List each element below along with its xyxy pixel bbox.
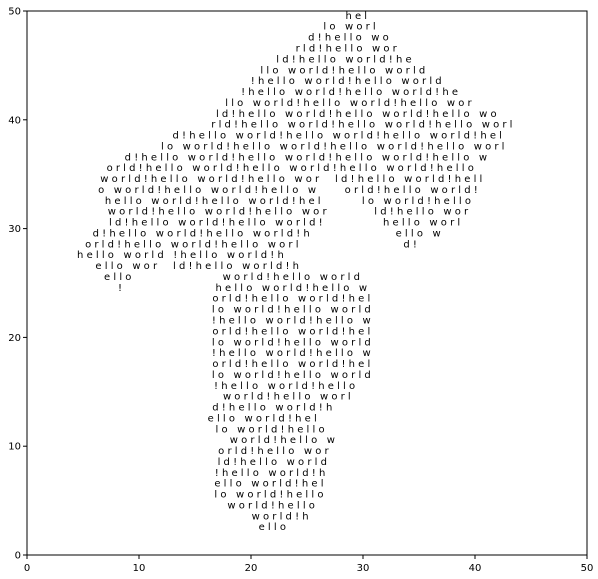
y-axis: 0 10 20 30 40 50 (8, 7, 27, 562)
y-tick-label: 30 (8, 224, 21, 235)
text-line: o r l d ! h e l l o w o r l d ! h e l (212, 359, 370, 370)
text-line: d ! h e l l o w o r l d ! h e l l o w o … (125, 152, 487, 163)
y-tick-label: 10 (8, 442, 21, 453)
text-line: ! h e l l o w o r l d ! h e l l o w o r … (251, 76, 442, 87)
text-line: d ! h e l l o w o r l d ! h (212, 403, 332, 414)
text-line: ! (118, 283, 122, 294)
x-tick-label: 0 (24, 563, 30, 574)
y-tick-label: 20 (8, 333, 21, 344)
text-line: l d ! h e l l o w o r l d (218, 457, 327, 468)
text-line: d ! h e l l o w o r l d ! h e l l o w o … (173, 131, 502, 142)
text-line: l o w o r l d ! h e l l o w o r l d ! h … (161, 141, 504, 152)
text-line: w o r l d ! h e l l o w o r l (223, 392, 351, 403)
text-line: w o r l d ! h e l l o w o r l d ! h e l … (100, 174, 482, 185)
text-line: o w o r l d ! h e l l o w o r l d ! h e … (98, 185, 478, 196)
text-line: e l l o w o r l d ! h e l (214, 479, 323, 490)
text-line: w o r l d ! h e l l o w o r l d ! h e l … (108, 207, 469, 218)
text-line: h e l l o w o r l d ! h e l l o w (215, 283, 367, 294)
text-line: l o w o r l d ! h e l l o w o r l d (212, 305, 371, 316)
text-line: e l l o w o r l d ! h e l (208, 413, 317, 424)
x-axis: 0 10 20 30 40 50 (24, 555, 594, 574)
text-line: w o r l d ! h (252, 511, 309, 522)
x-tick-label: 50 (581, 563, 594, 574)
text-art-layer: h e ll o w o r ld ! h e l l o w or l d !… (77, 11, 512, 533)
text-line: o r l d ! h e l l o w o r l d ! h e l l … (107, 163, 474, 174)
text-line: e l l o w o r l d ! h e l l o w o r l d … (95, 261, 299, 272)
text-line: w o r l d ! h e l l o w o r l d (223, 272, 360, 283)
text-line: l d ! h e l l o w o r l d ! h e l l o w … (216, 109, 497, 120)
text-line: d ! h e l l o w o r l d ! h e l l o w o … (93, 228, 441, 239)
text-line: l d ! h e l l o w o r l d ! h e l l o w … (109, 218, 460, 229)
plot-frame (26, 10, 588, 556)
y-tick-label: 40 (8, 115, 21, 126)
text-line: ! h e l l o w o r l d ! h e l l o (214, 381, 355, 392)
text-line: h e l l o w o r l d ! h e l l o w o r l … (77, 250, 284, 261)
text-line: ! h e l l o w o r l d ! h e l l o w o r … (241, 87, 458, 98)
text-line: w o r l d ! h e l l o (227, 500, 315, 511)
text-line: ! h e l l o w o r l d ! h (215, 468, 326, 479)
x-tick-label: 20 (245, 563, 258, 574)
x-tick-label: 40 (469, 563, 482, 574)
text-line: l o w o r l d ! h e l l o (214, 490, 323, 501)
text-line: l l o w o r l d ! h e l l o w o r l d ! … (225, 98, 472, 109)
text-line: h e l l o w o r l d ! h e l l o w o r l … (105, 196, 471, 207)
x-tick-label: 10 (133, 563, 146, 574)
text-line: r l d ! h e l l o w o r l d ! h e l l o … (211, 120, 512, 131)
text-line: ! h e l l o w o r l d ! h e l l o w (212, 315, 371, 326)
text-line: ! h e l l o w o r l d ! h e l l o w (212, 348, 371, 359)
text-line: o r l d ! h e l l o w o r (218, 446, 329, 457)
x-tick-label: 30 (357, 563, 370, 574)
text-line: l d ! h e l l o w o r l d ! h e (276, 54, 411, 65)
text-line: e l l o (104, 272, 131, 283)
text-line: l o w o r l (323, 22, 375, 33)
text-line: o r l d ! h e l l o w o r l d ! h e l (212, 326, 370, 337)
text-line: l l o w o r l d ! h e l l o w o r l d (260, 65, 425, 76)
text-line: l o w o r l d ! h e l l o w o r l d (212, 370, 371, 381)
text-line: r l d ! h e l l o w o r (296, 43, 398, 54)
text-line: e l l o (259, 522, 286, 533)
y-tick-label: 0 (15, 551, 21, 562)
text-line: o r l d ! h e l l o w o r l d ! h e l l … (85, 239, 417, 250)
y-tick-label: 50 (8, 7, 21, 18)
text-line: d ! h e l l o w o (308, 33, 389, 44)
text-line: h e l (345, 11, 367, 22)
text-line: l o w o r l d ! h e l l o w o r l d (212, 337, 371, 348)
text-line: l o w o r l d ! h e l l o (215, 424, 324, 435)
text-line: o r l d ! h e l l o w o r l d ! h e l (212, 294, 370, 305)
text-line: w o r l d ! h e l l o w (230, 435, 335, 446)
